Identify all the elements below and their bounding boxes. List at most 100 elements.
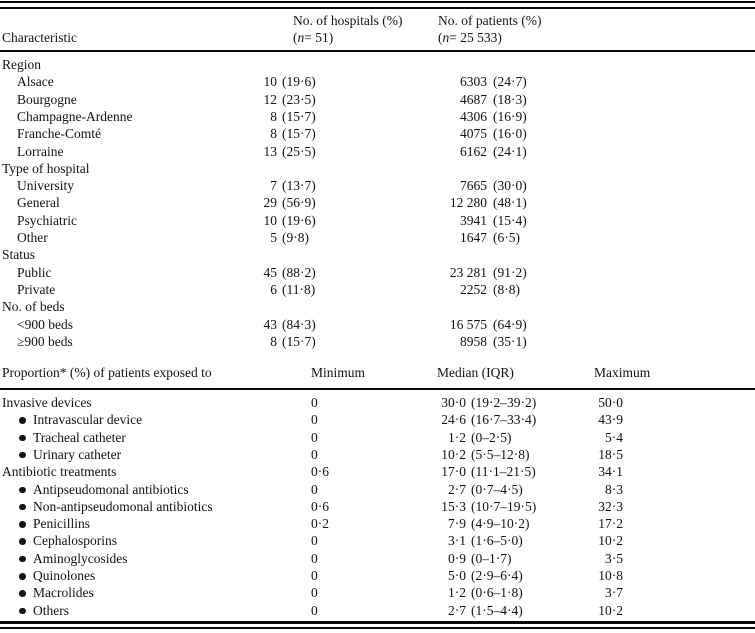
cell-median-value: 2·7 (448, 602, 466, 618)
col-header-patients-n: (n= 25 533) (438, 29, 502, 46)
cell-patients-count: 6162 (460, 143, 487, 159)
row-label: Antibiotic treatments (2, 464, 117, 480)
col-header-minimum: Minimum (311, 365, 366, 380)
top-rule-inner (0, 7, 755, 9)
cell-patients-percent: (91·2) (493, 264, 527, 280)
cell-median-iqr: (16·7–33·4) (471, 412, 537, 428)
cell-hospitals-count: 43 (263, 316, 278, 332)
row-label: <900 beds (17, 316, 73, 332)
cell-median-iqr: (11·1–21·5) (471, 464, 536, 480)
cell-patients-count: 7665 (460, 178, 487, 194)
cell-patients-count: 4075 (460, 126, 487, 142)
cell-maximum: 43·9 (598, 412, 623, 428)
row-label: Champagne-Ardenne (17, 108, 133, 124)
cell-hospitals-count: 12 (263, 91, 278, 107)
cell-median-iqr: (0·7–4·5) (471, 481, 523, 497)
cell-hospitals-percent: (88·2) (282, 264, 316, 280)
n-value: = 51) (304, 30, 334, 45)
bottom-rule-inner (0, 627, 755, 629)
cell-patients-percent: (16·0) (493, 126, 527, 142)
table-row: Antibiotic treatments 0·6 17·0 (11·1–21·5) 3… (0, 463, 755, 480)
cell-minimum: 0 (311, 585, 318, 601)
table-row: Franche-Comté 8 (15·7) 4075 (16·0) (0, 125, 755, 142)
cell-hospitals-count: 29 (263, 195, 278, 211)
cell-patients-percent: (18·3) (493, 91, 527, 107)
cell-median-value: 5·0 (448, 568, 466, 583)
cell-median-value: 7·9 (448, 516, 466, 532)
row-label: Region (2, 57, 41, 72)
row-label: Antipseudomonal antibiotics (33, 481, 189, 497)
row-label: Tracheal catheter (33, 429, 126, 445)
table-row: Others 0 2·7 (1·5–4·4) 10·2 (0, 602, 755, 619)
table-row: Cephalosporins 0 3·1 (1·6–5·0) 10·2 (0, 532, 755, 549)
cell-hospitals-count: 10 (263, 74, 278, 90)
bullet-icon (19, 538, 26, 545)
row-label: Intravascular device (33, 412, 143, 428)
cell-hospitals-percent: (9·8) (282, 230, 309, 245)
table-row: Invasive devices 0 30·0 (19·2–39·2) 50·0 (0, 394, 755, 411)
cell-minimum: 0 (311, 446, 318, 462)
cell-median-value: 30·0 (441, 395, 466, 410)
cell-median-value: 0·9 (448, 550, 466, 566)
cell-hospitals-percent: (11·8) (282, 281, 316, 297)
cell-hospitals-count: 8 (270, 108, 277, 124)
cell-median-value: 1·2 (448, 585, 466, 601)
cell-hospitals-percent: (13·7) (282, 178, 316, 194)
row-label: Type of hospital (2, 160, 90, 176)
cell-patients-percent: (30·0) (493, 178, 527, 194)
row-label: Invasive devices (2, 395, 92, 410)
table-row: <900 beds 43 (84·3) 16 575 (64·9) (0, 316, 755, 333)
cell-minimum: 0·2 (311, 516, 329, 532)
cell-minimum: 0 (311, 550, 318, 566)
cell-hospitals-percent: (56·9) (282, 195, 316, 211)
cell-patients-count: 12 280 (449, 195, 487, 211)
bullet-icon (19, 521, 26, 528)
cell-minimum: 0 (311, 568, 318, 583)
row-label: Status (2, 247, 36, 263)
cell-patients-percent: (16·9) (493, 108, 527, 124)
bullet-icon (19, 417, 26, 424)
paren-open: ( (293, 30, 298, 45)
row-label: Lorraine (17, 143, 64, 159)
row-label: No. of beds (2, 299, 65, 315)
table-row: General 29 (56·9) 12 280 (48·1) (0, 194, 755, 211)
cell-hospitals-count: 7 (270, 178, 277, 194)
table-row: Aminoglycosides 0 0·9 (0–1·7) 3·5 (0, 550, 755, 567)
table-row: Private 6 (11·8) 2252 (8·8) (0, 281, 755, 298)
cell-maximum: 10·2 (598, 602, 623, 618)
cell-patients-percent: (8·8) (493, 281, 520, 297)
bullet-icon (19, 607, 26, 615)
cell-patients-percent: (24·1) (493, 143, 527, 159)
table-row: Bourgogne 12 (23·5) 4687 (18·3) (0, 91, 755, 108)
cell-patients-count: 3941 (460, 212, 487, 228)
cell-maximum: 8·3 (605, 481, 623, 497)
cell-hospitals-percent: (19·6) (282, 212, 316, 228)
cell-median-value: 17·0 (441, 464, 466, 480)
table-row: Champagne-Ardenne 8 (15·7) 4306 (16·9) (0, 108, 755, 125)
cell-minimum: 0 (311, 412, 318, 428)
table-row: Quinolones 0 5·0 (2·9–6·4) 10·8 (0, 567, 755, 584)
bullet-icon (19, 451, 26, 459)
table-row: Penicillins 0·2 7·9 (4·9–10·2) 17·2 (0, 515, 755, 532)
cell-patients-count: 16 575 (449, 316, 487, 332)
table-row: Non-antipseudomonal antibiotics 0·6 15·3 (1… (0, 498, 755, 515)
col-header-patients: No. of patients (%) (438, 13, 542, 28)
col-header-maximum: Maximum (594, 365, 651, 380)
table-row: University 7 (13·7) 7665 (30·0) (0, 177, 755, 194)
cell-patients-percent: (24·7) (493, 74, 527, 90)
table-row: Public 45 (88·2) 23 281 (91·2) (0, 264, 755, 281)
cell-hospitals-percent: (23·5) (282, 91, 316, 107)
row-label: Quinolones (33, 568, 96, 583)
row-label: Other (17, 230, 48, 245)
mid-rule (0, 388, 755, 390)
col-header-characteristic: Characteristic (2, 30, 77, 45)
bullet-icon (19, 590, 26, 597)
cell-patients-percent: (6·5) (493, 230, 520, 245)
bullet-icon (19, 555, 26, 563)
row-label: Alsace (17, 74, 54, 90)
table-row: Type of hospital (0, 160, 755, 177)
cell-median-iqr: (19·2–39·2) (471, 395, 537, 410)
cell-hospitals-percent: (15·7) (282, 333, 316, 349)
cell-hospitals-count: 8 (270, 126, 277, 142)
row-label: Public (17, 264, 52, 280)
